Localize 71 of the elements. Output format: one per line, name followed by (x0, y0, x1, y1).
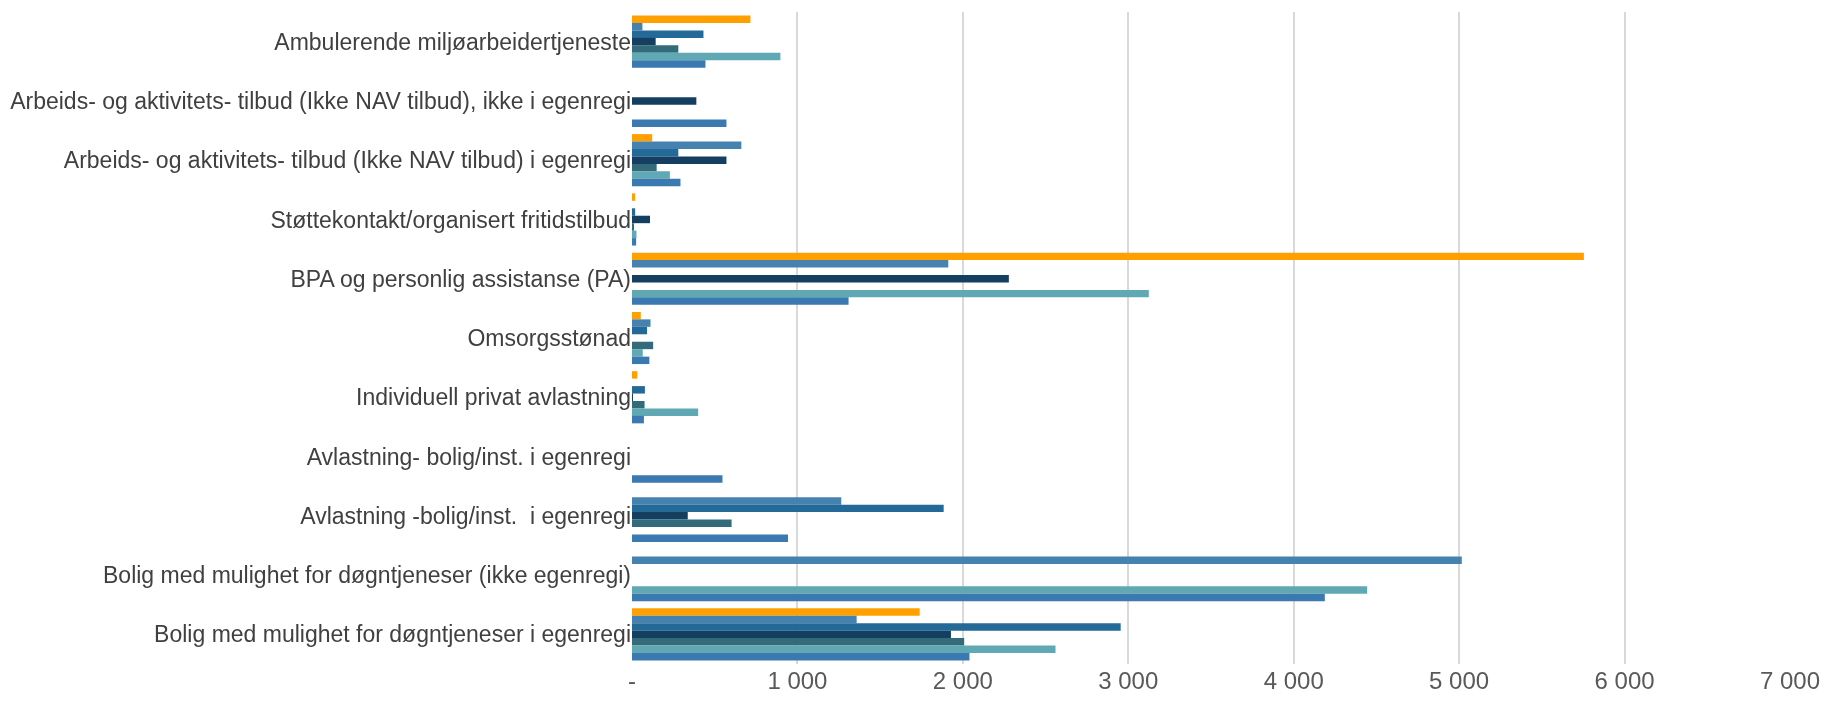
bar (632, 408, 699, 416)
y-tick-label: Omsorgsstønad (467, 325, 631, 352)
bar (632, 652, 970, 661)
bar (632, 497, 842, 505)
y-tick-label: Arbeids- og aktivitets- tilbud (Ikke NAV tilbud) i egenregi (63, 147, 631, 174)
bar (632, 208, 636, 216)
bar (632, 645, 1056, 653)
bar (632, 275, 1009, 283)
bar (632, 149, 679, 157)
bar (632, 134, 653, 142)
bar (632, 311, 641, 320)
bar (632, 252, 1584, 261)
x-tick-label: 7 000 (1759, 667, 1821, 694)
y-tick-label: Arbeids- og aktivitets- tilbud (Ikke NAV tilbud), ikke i egenregi (10, 87, 631, 114)
bar (632, 60, 706, 68)
bar (632, 37, 656, 46)
bar (632, 512, 688, 520)
bar (632, 97, 697, 105)
bar (632, 163, 657, 172)
bar (632, 215, 651, 224)
bar (632, 23, 643, 31)
y-tick-label: Bolig med mulighet for døgntjeneser (ikke egenregi) (103, 562, 631, 589)
bar (632, 238, 637, 246)
y-tick-label: Ambulerende miljøarbeidertjeneste (274, 28, 631, 55)
bar (632, 556, 1462, 564)
bar (632, 119, 727, 127)
bar (632, 178, 681, 187)
bar (632, 52, 781, 61)
y-tick-label: Bolig med mulighet for døgntjeneser i egenregi (154, 621, 631, 648)
x-tick-label: 5 000 (1429, 667, 1490, 694)
bar (632, 319, 651, 327)
y-tick-label: Avlastning- bolig/inst. i egenregi (306, 443, 631, 470)
bar (632, 415, 644, 424)
bar (632, 193, 636, 201)
bar (632, 504, 944, 513)
bar (632, 534, 788, 542)
bar (632, 289, 1149, 298)
y-tick-label: Individuell privat avlastning (356, 384, 631, 411)
bar (632, 386, 645, 394)
bar (632, 371, 638, 379)
x-tick-label: 1 000 (767, 667, 828, 694)
x-tick-label: 4 000 (1263, 667, 1324, 694)
bar (632, 141, 742, 149)
bar (632, 326, 648, 335)
bar (632, 623, 1121, 631)
bar (632, 586, 1368, 594)
bar (632, 171, 670, 179)
bar (632, 156, 727, 164)
bar (632, 297, 849, 305)
bar (632, 356, 650, 365)
y-tick-label: Støttekontakt/organisert fritidstilbud (270, 206, 631, 233)
bar (632, 30, 704, 38)
bar (632, 519, 732, 527)
bar (632, 630, 951, 639)
bar (632, 401, 645, 409)
bar (632, 341, 654, 350)
bar (632, 593, 1325, 602)
bar (632, 475, 723, 483)
bar (632, 45, 679, 53)
bar (632, 608, 920, 616)
bar (632, 615, 857, 624)
bar (632, 260, 949, 268)
y-tick-label: BPA og personlig assistanse (PA) (290, 265, 631, 292)
bar (632, 15, 751, 24)
y-tick-label: Avlastning -bolig/inst. i egenregi (300, 502, 631, 529)
x-tick-label: - (628, 667, 636, 694)
x-tick-label: 3 000 (1098, 667, 1159, 694)
bar (632, 638, 965, 646)
bar (632, 349, 643, 357)
x-tick-label: 2 000 (932, 667, 993, 694)
x-tick-label: 6 000 (1594, 667, 1655, 694)
